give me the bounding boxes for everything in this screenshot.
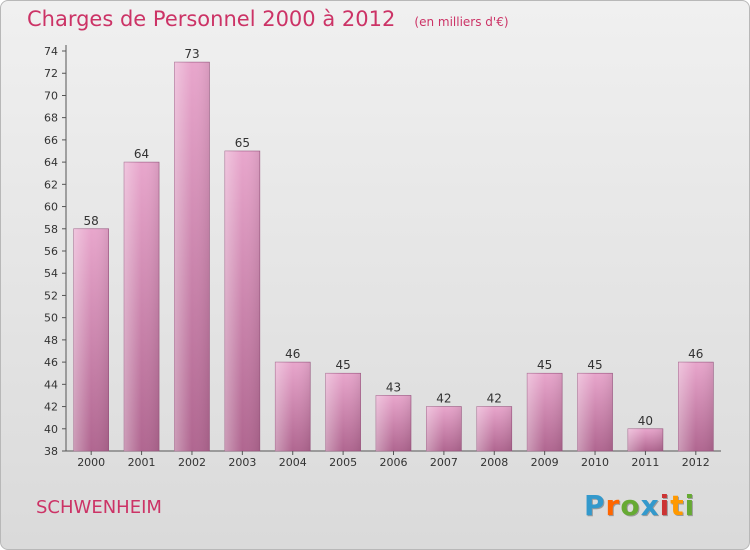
bar-shade-2007 <box>426 406 462 451</box>
data-label: 64 <box>134 147 149 161</box>
data-label: 45 <box>335 358 350 372</box>
bar-shade-2009 <box>527 373 563 451</box>
x-tick-label: 2012 <box>682 456 710 469</box>
data-label: 58 <box>84 214 99 228</box>
bar-shade-2011 <box>627 428 663 451</box>
x-tick-label: 2005 <box>329 456 357 469</box>
y-tick-label: 62 <box>44 178 58 191</box>
logo-letter: i <box>684 489 696 522</box>
x-tick-label: 2004 <box>279 456 307 469</box>
data-label: 73 <box>184 47 199 61</box>
logo-letter: r <box>605 489 621 522</box>
data-label: 45 <box>537 358 552 372</box>
commune-name: SCHWENHEIM <box>36 497 162 518</box>
y-tick-label: 54 <box>44 267 58 280</box>
bar-shade-2002 <box>174 62 210 451</box>
y-tick-label: 58 <box>44 223 58 236</box>
x-axis: 2000 2001 2002 2003 2004 2005 2006 2007 2008 2009… <box>77 451 710 469</box>
data-label: 45 <box>587 358 602 372</box>
data-label: 40 <box>638 414 653 428</box>
x-tick-label: 2006 <box>380 456 408 469</box>
x-tick-label: 2002 <box>178 456 206 469</box>
y-tick-label: 72 <box>44 67 58 80</box>
y-tick-label: 56 <box>44 245 58 258</box>
y-tick-label: 40 <box>44 423 58 436</box>
bar-shade-2006 <box>376 395 411 451</box>
y-tick-label: 70 <box>44 89 58 102</box>
bar-shade-2001 <box>124 162 160 451</box>
data-label: 46 <box>688 347 703 361</box>
data-label: 65 <box>235 136 250 150</box>
y-tick-label: 38 <box>44 445 58 458</box>
x-tick-label: 2000 <box>77 456 105 469</box>
bar-shade-2003 <box>224 151 260 451</box>
data-label: 42 <box>487 392 502 406</box>
y-tick-label: 74 <box>44 45 58 58</box>
logo-letter: t <box>670 489 685 522</box>
proxiti-logo[interactable]: Proxiti <box>584 489 695 522</box>
y-tick-label: 64 <box>44 156 58 169</box>
y-tick-label: 60 <box>44 201 58 214</box>
y-tick-label: 68 <box>44 112 58 125</box>
y-tick-label: 44 <box>44 378 58 391</box>
y-tick-label: 48 <box>44 334 58 347</box>
logo-letter: o <box>620 489 641 522</box>
y-axis: 38 40 42 44 46 48 50 52 54 56 58 60 62 64 66 68 70 72 74 <box>44 45 721 458</box>
bar-shade-2000 <box>73 228 109 451</box>
x-tick-label: 2007 <box>430 456 458 469</box>
chart-title: Charges de Personnel 2000 à 2012 <box>27 7 396 31</box>
bar-shade-2005 <box>325 373 361 451</box>
x-tick-label: 2008 <box>480 456 508 469</box>
data-label: 42 <box>436 392 451 406</box>
data-label: 46 <box>285 347 300 361</box>
bar-shade-2012 <box>678 362 714 451</box>
x-tick-label: 2001 <box>128 456 156 469</box>
y-tick-label: 42 <box>44 401 58 414</box>
title-row: Charges de Personnel 2000 à 2012 (en mil… <box>27 7 509 31</box>
logo-letter: i <box>659 489 671 522</box>
logo-letter: P <box>584 489 606 522</box>
bar-shade-2010 <box>577 373 613 451</box>
y-tick-label: 52 <box>44 289 58 302</box>
x-tick-label: 2009 <box>531 456 559 469</box>
y-tick-label: 50 <box>44 312 58 325</box>
x-tick-label: 2011 <box>631 456 659 469</box>
logo-letter: x <box>640 489 660 522</box>
x-tick-label: 2010 <box>581 456 609 469</box>
bars: 58 64 73 65 46 45 43 42 42 45 45 40 46 <box>73 47 714 452</box>
bar-shade-2004 <box>275 362 311 451</box>
data-label: 43 <box>386 380 401 394</box>
y-tick-label: 46 <box>44 356 58 369</box>
y-tick-label: 66 <box>44 134 58 147</box>
chart-subtitle: (en milliers d'€) <box>414 15 509 29</box>
bar-shade-2008 <box>476 406 512 451</box>
x-tick-label: 2003 <box>228 456 256 469</box>
